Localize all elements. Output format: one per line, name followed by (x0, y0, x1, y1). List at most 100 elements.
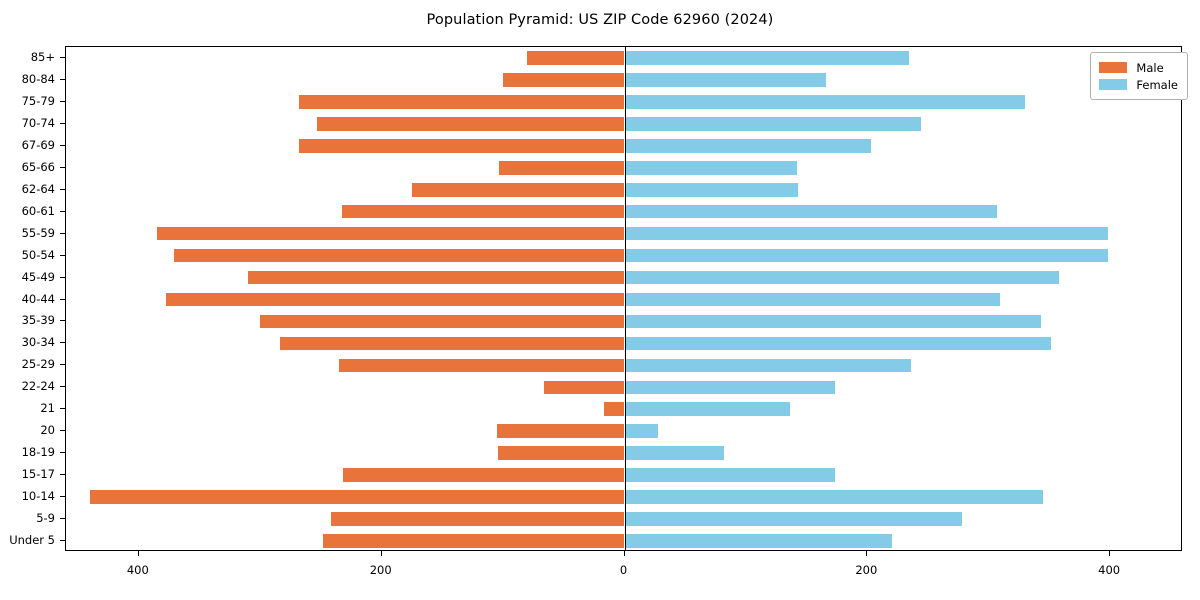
bar-male (279, 336, 625, 351)
bar-female (624, 402, 790, 417)
y-tick-mark (60, 518, 65, 520)
bar-male (498, 446, 625, 460)
y-tick-mark (60, 364, 65, 366)
bar-male (527, 51, 625, 65)
bar-row (66, 270, 1181, 285)
x-tick-mark (1109, 551, 1111, 556)
bar-male (165, 292, 625, 307)
bar-female (624, 380, 835, 395)
plot-area (65, 46, 1182, 551)
legend-swatch-male (1099, 62, 1128, 73)
y-tick-label-55-59: 55-59 (21, 225, 55, 240)
bar-male (248, 270, 625, 285)
bar-female (624, 160, 797, 175)
bar-female (624, 138, 871, 153)
bar-male (323, 534, 625, 548)
bar-male (342, 468, 625, 482)
y-tick-label-62-64: 62-64 (21, 181, 55, 196)
y-tick-mark (60, 540, 65, 542)
bar-row (66, 95, 1181, 109)
bar-female (624, 512, 963, 526)
bar-female (624, 226, 1108, 241)
y-tick-mark (60, 474, 65, 476)
y-tick-mark (60, 78, 65, 80)
y-tick-mark (60, 298, 65, 300)
y-tick-label-25-29: 25-29 (21, 357, 55, 372)
bar-female (624, 358, 912, 373)
bar-female (624, 446, 725, 460)
y-tick-label-under-5: Under 5 (9, 533, 55, 548)
y-tick-label-15-17: 15-17 (21, 467, 55, 482)
x-tick-mark (866, 551, 868, 556)
bar-row (66, 314, 1181, 329)
bar-male (339, 358, 625, 373)
y-axis: 85+ 80-84 75-79 70-74 67-69 65-66 62-64 60-61 55… (0, 46, 65, 551)
bar-row (66, 380, 1181, 395)
bar-female (624, 73, 827, 87)
x-tick-label: 200 (369, 563, 392, 577)
y-tick-mark (60, 100, 65, 102)
x-tick-label: 400 (1098, 563, 1121, 577)
legend-entry[interactable]: Male (1099, 59, 1178, 76)
bar-female (624, 490, 1044, 504)
legend-swatch-female (1099, 79, 1128, 90)
y-tick-label-65-66: 65-66 (21, 159, 55, 174)
chart-legend: Male Female (1090, 52, 1188, 100)
x-tick-mark (623, 551, 625, 556)
bar-female (624, 314, 1041, 329)
bar-row (66, 204, 1181, 219)
y-tick-label-10-14: 10-14 (21, 489, 55, 504)
y-tick-mark (60, 210, 65, 212)
bar-male (90, 490, 625, 504)
y-tick-mark (60, 232, 65, 234)
y-tick-label-20: 20 (40, 423, 55, 438)
bar-row (66, 358, 1181, 373)
y-tick-mark (60, 144, 65, 146)
x-tick-label: 200 (855, 563, 878, 577)
bar-female (624, 534, 892, 548)
x-tick-mark (380, 551, 382, 556)
bar-row (66, 51, 1181, 65)
legend-label: Male (1136, 60, 1164, 75)
y-tick-label-85-: 85+ (30, 49, 55, 64)
y-tick-label-75-79: 75-79 (21, 93, 55, 108)
bar-row (66, 138, 1181, 153)
bar-female (624, 204, 998, 219)
y-tick-mark (60, 320, 65, 322)
bar-male (260, 314, 625, 329)
y-tick-label-22-24: 22-24 (21, 379, 55, 394)
y-tick-label-30-34: 30-34 (21, 335, 55, 350)
bar-row (66, 292, 1181, 307)
bar-female (624, 336, 1051, 351)
bar-row (66, 490, 1181, 504)
y-tick-label-67-69: 67-69 (21, 137, 55, 152)
y-tick-label-18-19: 18-19 (21, 445, 55, 460)
y-tick-mark (60, 452, 65, 454)
y-tick-label-40-44: 40-44 (21, 291, 55, 306)
bar-male (330, 512, 625, 526)
bar-male (299, 95, 625, 109)
legend-entry[interactable]: Female (1099, 76, 1178, 93)
bar-row (66, 160, 1181, 175)
y-tick-label-45-49: 45-49 (21, 269, 55, 284)
bar-female (624, 248, 1108, 263)
bar-female (624, 117, 921, 131)
bar-row (66, 182, 1181, 197)
y-tick-label-5-9: 5-9 (36, 511, 55, 526)
chart-title: Population Pyramid: US ZIP Code 62960 (2… (426, 12, 774, 28)
y-tick-label-70-74: 70-74 (21, 115, 55, 130)
legend-label: Female (1136, 77, 1178, 92)
y-tick-mark (60, 188, 65, 190)
bars-layer (66, 47, 1181, 550)
y-tick-mark (60, 342, 65, 344)
bar-row (66, 402, 1181, 417)
bar-row (66, 336, 1181, 351)
bar-male (317, 117, 625, 131)
bar-female (624, 424, 659, 439)
y-tick-mark (60, 276, 65, 278)
y-tick-mark (60, 430, 65, 432)
y-tick-mark (60, 122, 65, 124)
y-tick-mark (60, 254, 65, 256)
bar-female (624, 468, 835, 482)
